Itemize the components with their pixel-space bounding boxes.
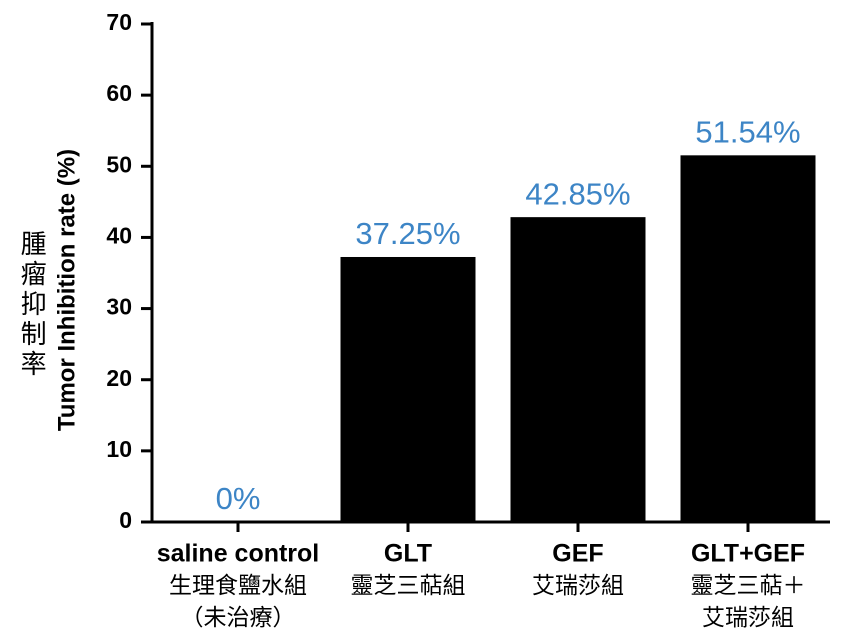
value-label: 51.54%: [695, 115, 800, 150]
y-tick-label: 50: [106, 151, 132, 177]
bar: [680, 155, 816, 522]
value-label: 42.85%: [525, 176, 630, 211]
x-tick-label: GEF: [552, 540, 603, 568]
x-tick-label: 艾瑞莎組: [532, 572, 624, 598]
y-tick-label: 70: [106, 9, 132, 35]
value-label: 37.25%: [355, 216, 460, 251]
x-tick-label: saline control: [157, 540, 320, 568]
y-axis-label: Tumor Inhibition rate (%): [53, 149, 80, 431]
x-tick-label: GLT+GEF: [691, 540, 805, 568]
y-tick-label: 30: [106, 294, 132, 320]
y-tick-label: 60: [106, 80, 132, 106]
y-tick-label: 20: [106, 365, 132, 391]
y-tick-label: 40: [106, 223, 132, 249]
x-tick-label: 艾瑞莎組: [702, 604, 794, 630]
y-tick-label: 0: [119, 507, 132, 533]
bar: [510, 217, 646, 522]
x-tick-label: 靈芝三萜＋: [691, 572, 806, 598]
y-axis-label-chinese: 腫瘤抑制率: [17, 230, 47, 380]
x-tick-label: 靈芝三萜組: [351, 572, 466, 598]
x-tick-label: 生理食鹽水組: [169, 572, 307, 598]
x-tick-label: （未治療）: [181, 604, 296, 630]
bar: [340, 256, 476, 522]
value-label: 0%: [216, 481, 261, 516]
y-tick-label: 10: [106, 436, 132, 462]
x-tick-label: GLT: [384, 540, 432, 568]
